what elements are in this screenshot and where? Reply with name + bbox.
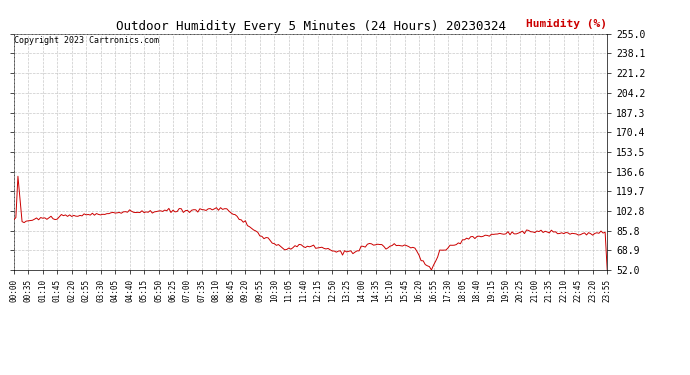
Text: Copyright 2023 Cartronics.com: Copyright 2023 Cartronics.com [14, 36, 159, 45]
Title: Outdoor Humidity Every 5 Minutes (24 Hours) 20230324: Outdoor Humidity Every 5 Minutes (24 Hou… [115, 20, 506, 33]
Text: Humidity (%): Humidity (%) [526, 19, 607, 29]
